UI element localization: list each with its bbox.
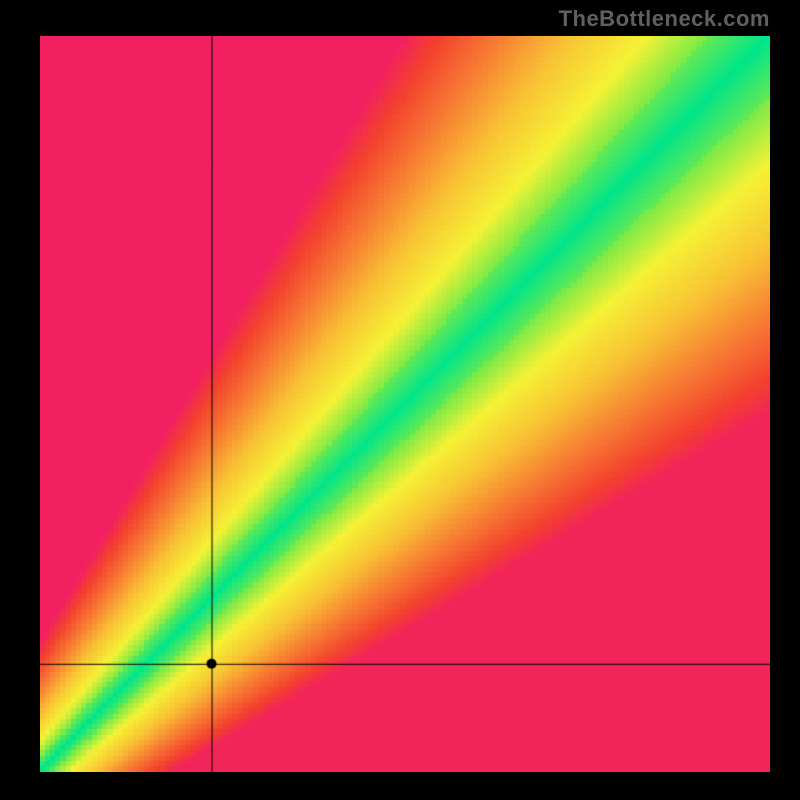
watermark-text: TheBottleneck.com (559, 6, 770, 32)
bottleneck-heatmap (40, 36, 770, 772)
